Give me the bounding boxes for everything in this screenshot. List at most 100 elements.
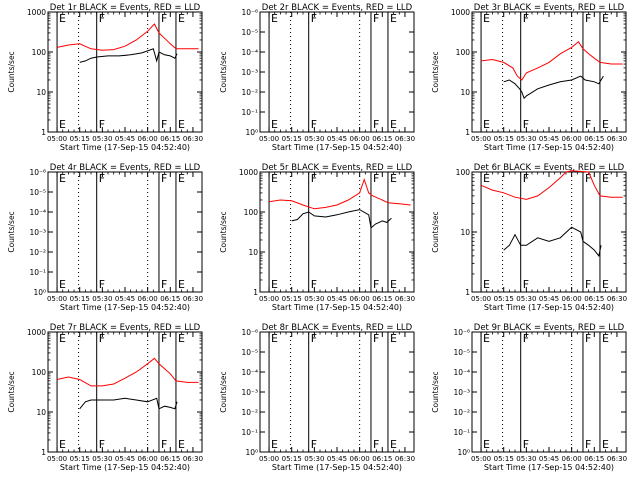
- y-tick-label: 10⁻¹: [241, 108, 258, 117]
- y-tick-label: 10⁻⁶: [29, 168, 46, 177]
- y-tick-label: 1: [465, 128, 470, 137]
- marker-label-bottom: E: [178, 118, 185, 131]
- marker-label-bottom: F: [161, 118, 167, 131]
- marker-label-top: F: [523, 332, 529, 345]
- marker-label-top: E: [390, 172, 397, 185]
- y-tick-label: 10⁻⁵: [241, 28, 258, 37]
- x-tick-label: 06:00: [562, 455, 582, 463]
- y-tick-label: 1: [41, 448, 46, 457]
- y-axis-label: Counts/sec: [431, 211, 440, 252]
- marker-label-bottom: F: [161, 438, 167, 451]
- x-tick-label: 06:00: [138, 295, 158, 303]
- lld-series-line: [480, 170, 623, 200]
- events-series-line: [291, 209, 392, 229]
- x-tick-label: 06:00: [350, 135, 370, 143]
- x-tick-label: 05:45: [327, 455, 347, 463]
- x-tick-label: 06:00: [562, 135, 582, 143]
- x-axis-label: Start Time (17-Sep-15 04:52:40): [272, 463, 402, 472]
- x-tick-label: 06:30: [183, 135, 203, 143]
- plot-frame: [259, 331, 415, 453]
- marker-label-top: F: [523, 12, 529, 25]
- x-tick-label: 05:15: [70, 455, 90, 463]
- panel-3: Det 3r BLACK = Events, RED = LLD 1 10 100 10…: [431, 3, 627, 152]
- y-tick-label: 10: [248, 248, 258, 257]
- marker-label-bottom: E: [178, 278, 185, 291]
- y-tick-label: 10: [36, 408, 46, 417]
- y-tick-label: 10⁻⁵: [453, 348, 470, 357]
- y-tick-label: 10⁻⁴: [29, 208, 46, 217]
- x-tick-label: 06:30: [183, 295, 203, 303]
- plot-frame: [47, 11, 203, 133]
- x-tick-label: 06:30: [395, 295, 415, 303]
- x-tick-label: 05:15: [70, 295, 90, 303]
- x-axis-label: Start Time (17-Sep-15 04:52:40): [60, 143, 190, 152]
- x-tick-label: 06:00: [138, 135, 158, 143]
- y-tick-label: 10⁻⁴: [241, 48, 258, 57]
- events-series-line: [503, 75, 604, 100]
- panel-2: Det 2r BLACK = Events, RED = LLD 10⁰ 10⁻¹ 1…: [219, 3, 415, 152]
- events-series-line: [79, 48, 178, 63]
- panel-title: Det 2r BLACK = Events, RED = LLD: [262, 3, 413, 13]
- y-axis-label: Counts/sec: [431, 51, 440, 92]
- y-tick-label: 10⁻¹: [453, 428, 470, 437]
- marker-label-top: E: [271, 332, 278, 345]
- marker-label-top: E: [59, 172, 66, 185]
- y-tick-label: 10⁻²: [453, 408, 470, 417]
- plot-frame: [259, 11, 415, 133]
- y-axis-label: Counts/sec: [219, 51, 228, 92]
- y-tick-label: 10⁻⁵: [29, 188, 46, 197]
- marker-label-top: E: [178, 332, 185, 345]
- x-tick-label: 06:15: [160, 295, 180, 303]
- x-tick-label: 06:15: [584, 295, 604, 303]
- y-axis-label: Counts/sec: [7, 371, 16, 412]
- x-tick-label: 05:00: [47, 295, 67, 303]
- panel-title: Det 7r BLACK = Events, RED = LLD: [50, 323, 201, 333]
- marker-label-top: F: [161, 12, 167, 25]
- marker-label-bottom: E: [59, 118, 66, 131]
- plot-frame: [471, 11, 627, 133]
- x-tick-label: 05:30: [516, 135, 536, 143]
- marker-label-top: E: [390, 332, 397, 345]
- y-tick-label: 10⁻⁴: [241, 368, 258, 377]
- x-tick-label: 05:15: [494, 455, 514, 463]
- marker-label-bottom: F: [585, 278, 591, 291]
- panel-7: Det 7r BLACK = Events, RED = LLD 1 10 100 10…: [7, 323, 203, 472]
- marker-label-bottom: F: [161, 278, 167, 291]
- marker-label-bottom: F: [523, 278, 529, 291]
- y-tick-label: 1000: [27, 8, 46, 17]
- marker-label-bottom: E: [271, 118, 278, 131]
- x-tick-label: 05:45: [115, 135, 135, 143]
- plot-frame: [47, 171, 203, 293]
- marker-label-bottom: F: [373, 278, 379, 291]
- marker-label-bottom: F: [99, 118, 105, 131]
- x-tick-label: 06:15: [372, 135, 392, 143]
- lld-series-line: [56, 23, 199, 51]
- x-tick-label: 06:00: [562, 295, 582, 303]
- x-tick-label: 06:30: [607, 455, 627, 463]
- x-tick-label: 06:30: [607, 135, 627, 143]
- x-axis-label: Start Time (17-Sep-15 04:52:40): [60, 463, 190, 472]
- marker-label-top: F: [585, 172, 591, 185]
- x-tick-label: 05:00: [471, 455, 491, 463]
- marker-label-top: F: [99, 12, 105, 25]
- y-tick-label: 10⁻⁶: [453, 328, 470, 337]
- y-tick-label: 100: [32, 48, 47, 57]
- marker-label-top: F: [585, 332, 591, 345]
- y-tick-label: 10⁻¹: [241, 428, 258, 437]
- panel-1: Det 1r BLACK = Events, RED = LLD 1 10 100 10…: [7, 3, 203, 152]
- marker-label-bottom: E: [271, 438, 278, 451]
- marker-label-top: F: [523, 172, 529, 185]
- y-tick-label: 10⁻⁵: [241, 348, 258, 357]
- x-tick-label: 05:30: [92, 135, 112, 143]
- panel-title: Det 9r BLACK = Events, RED = LLD: [474, 323, 625, 333]
- y-axis-label: Counts/sec: [219, 211, 228, 252]
- x-tick-label: 06:15: [372, 295, 392, 303]
- x-tick-label: 06:15: [160, 135, 180, 143]
- x-axis-label: Start Time (17-Sep-15 04:52:40): [484, 463, 614, 472]
- marker-label-bottom: E: [390, 438, 397, 451]
- marker-label-top: E: [602, 172, 609, 185]
- marker-label-bottom: E: [59, 278, 66, 291]
- marker-label-top: F: [311, 332, 317, 345]
- marker-label-bottom: F: [311, 438, 317, 451]
